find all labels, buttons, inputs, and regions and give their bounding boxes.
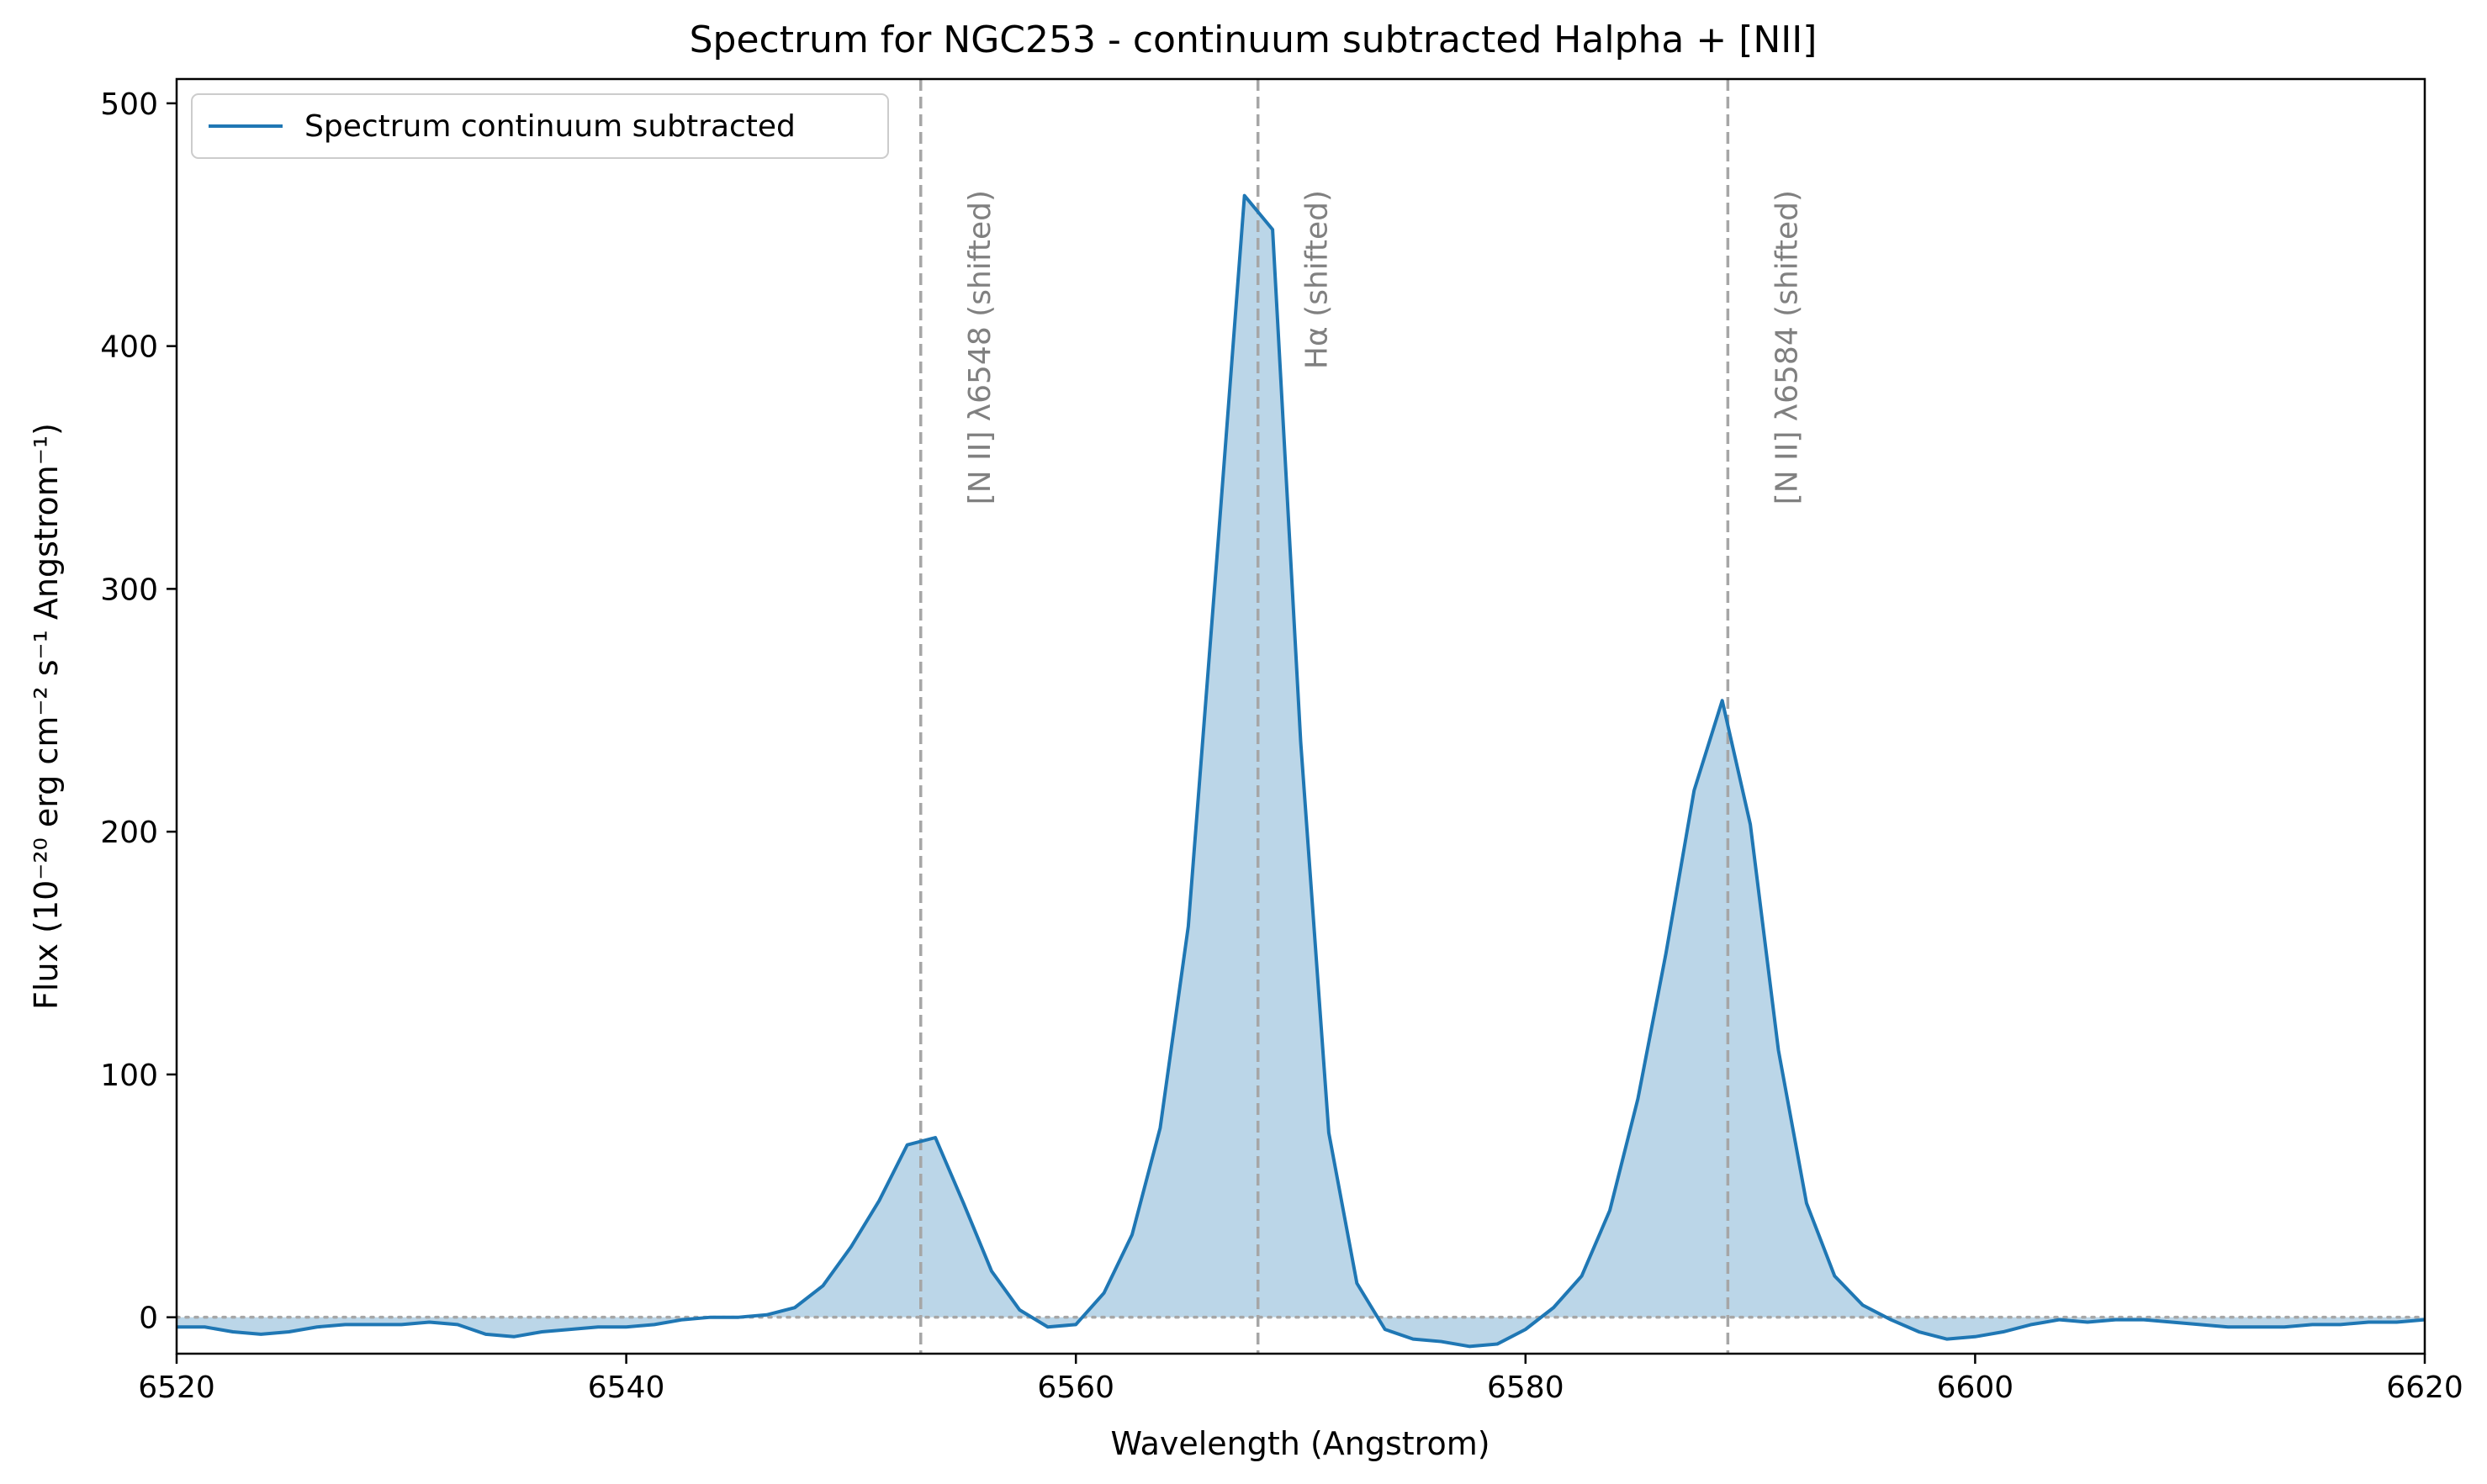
legend-label-spectrum: Spectrum continuum subtracted	[304, 109, 796, 144]
y-tick-label-500: 500	[100, 87, 158, 122]
chart-title: Spectrum for NGC253 - continuum subtract…	[690, 18, 1818, 61]
y-tick-label-400: 400	[100, 330, 158, 365]
reference-line-label-1: Hα (shifted)	[1300, 190, 1335, 369]
x-tick-label-6520: 6520	[138, 1370, 215, 1405]
plot-area: [N II] λ6548 (shifted) Hα (shifted) [N II]…	[175, 77, 2426, 1355]
y-tick-label-300: 300	[100, 573, 158, 607]
spectrum-line	[177, 193, 2425, 1349]
x-tick-label-6620: 6620	[2386, 1370, 2463, 1405]
y-tick-label-200: 200	[100, 816, 158, 850]
x-tick-label-6540: 6540	[588, 1370, 665, 1405]
reference-line-label-2: [N II] λ6584 (shifted)	[1770, 190, 1804, 504]
y-axis: 0 100 200 300 400 500	[100, 87, 177, 1336]
x-axis-label: Wavelength (Angstrom)	[1110, 1425, 1490, 1462]
x-tick-label-6560: 6560	[1037, 1370, 1114, 1405]
spectrum-fill-area	[177, 195, 2425, 1347]
y-tick-label-100: 100	[100, 1059, 158, 1093]
legend: Spectrum continuum subtracted	[191, 93, 889, 159]
plot-frame	[175, 77, 2426, 1355]
y-tick-label-0: 0	[139, 1302, 158, 1336]
x-axis: 6520 6540 6560 6580 6600 6620	[138, 1354, 2463, 1405]
legend-frame	[191, 93, 889, 159]
x-tick-label-6580: 6580	[1487, 1370, 1564, 1405]
y-axis-label: Flux (10⁻²⁰ erg cm⁻² s⁻¹ Angstrom⁻¹)	[28, 423, 65, 1010]
reference-line-label-0: [N II] λ6548 (shifted)	[963, 190, 997, 504]
x-tick-label-6600: 6600	[1937, 1370, 2014, 1405]
